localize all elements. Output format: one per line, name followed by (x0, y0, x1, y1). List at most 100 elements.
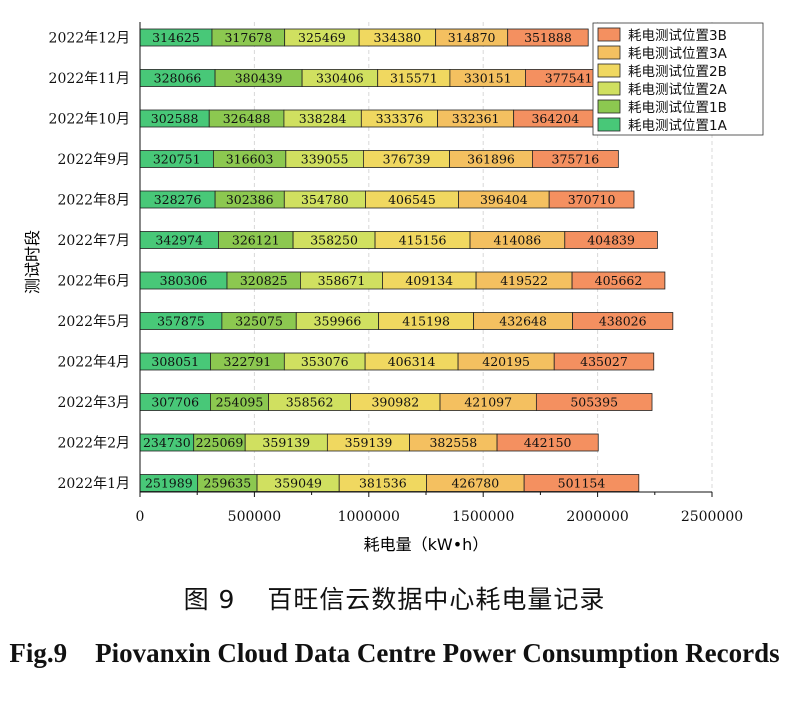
data-label: 314625 (152, 30, 200, 45)
y-axis-label: 测试时段 (23, 230, 42, 294)
data-label: 396404 (480, 192, 528, 207)
y-tick-label: 2022年12月 (49, 31, 130, 47)
legend-swatch (597, 27, 621, 42)
data-label: 338284 (299, 111, 347, 126)
data-label: 302386 (226, 192, 274, 207)
figure-number-cn: 图 9 (183, 585, 236, 614)
data-label: 328276 (154, 192, 202, 207)
data-label: 259635 (203, 476, 251, 491)
data-label: 322791 (224, 354, 272, 369)
data-label: 354780 (301, 192, 349, 207)
y-tick-label: 2022年2月 (57, 436, 130, 452)
data-label: 359139 (262, 435, 310, 450)
x-tick-label: 0 (136, 509, 145, 525)
data-label: 375716 (552, 152, 600, 167)
legend-label: 耗电测试位置2B (628, 64, 727, 80)
data-label: 382558 (429, 435, 477, 450)
legend-label: 耗电测试位置1B (628, 100, 727, 116)
legend-swatch (597, 117, 621, 132)
x-tick-label: 2000000 (566, 509, 628, 525)
data-label: 359966 (314, 314, 362, 329)
data-label: 320825 (240, 273, 288, 288)
data-label: 501154 (558, 476, 606, 491)
data-label: 505395 (570, 395, 618, 410)
data-label: 326488 (223, 111, 271, 126)
legend-label: 耗电测试位置1A (628, 118, 728, 134)
data-label: 419522 (500, 273, 548, 288)
x-tick-label: 1500000 (452, 509, 514, 525)
y-tick-label: 2022年6月 (57, 274, 130, 290)
data-label: 225069 (196, 435, 244, 450)
bar-segment (564, 231, 658, 249)
data-label: 432648 (499, 314, 547, 329)
data-label: 315571 (390, 71, 438, 86)
data-label: 357875 (157, 314, 205, 329)
data-label: 359139 (345, 435, 393, 450)
data-label: 361896 (467, 152, 515, 167)
data-label: 406545 (388, 192, 436, 207)
y-tick-label: 2022年1月 (57, 476, 130, 492)
x-tick-label: 500000 (228, 509, 281, 525)
data-label: 415156 (399, 233, 447, 248)
data-label: 359049 (274, 476, 322, 491)
legend-swatch (597, 63, 621, 78)
data-label: 426780 (451, 476, 499, 491)
data-label: 415198 (402, 314, 450, 329)
x-axis-label: 耗电量（kW•h） (364, 535, 489, 554)
data-label: 328066 (154, 71, 202, 86)
data-label: 421097 (464, 395, 512, 410)
data-label: 380439 (235, 71, 283, 86)
legend-swatch (597, 81, 621, 96)
legend-swatch (597, 99, 621, 114)
data-label: 406314 (388, 354, 436, 369)
y-tick-label: 2022年8月 (57, 193, 130, 209)
bar-segment (571, 271, 666, 290)
data-label: 332361 (452, 111, 500, 126)
y-tick-label: 2022年5月 (57, 314, 130, 330)
bar-segment (496, 433, 599, 452)
x-tick-label: 2500000 (681, 509, 743, 525)
data-label: 316603 (226, 152, 274, 167)
data-label: 358671 (318, 273, 366, 288)
data-label: 409134 (405, 273, 453, 288)
data-label: 314870 (448, 30, 496, 45)
y-tick-label: 2022年4月 (57, 355, 130, 371)
figure-title-en: Piovanxin Cloud Data Centre Power Consum… (95, 638, 780, 668)
data-label: 414086 (494, 233, 542, 248)
data-label: 351888 (524, 30, 572, 45)
data-label: 339055 (301, 152, 349, 167)
data-label: 376739 (383, 152, 431, 167)
legend-label: 耗电测试位置3A (628, 46, 728, 62)
data-label: 302588 (151, 111, 199, 126)
data-label: 364204 (531, 111, 579, 126)
data-label: 325075 (235, 314, 283, 329)
data-label: 333376 (376, 111, 424, 126)
data-label: 404839 (587, 233, 635, 248)
bars: 251989 259635 359049 381536 426780 501154 2347… (139, 28, 674, 492)
x-tick-label: 1000000 (338, 509, 400, 525)
bar-segment (572, 312, 674, 330)
y-tick-label: 2022年3月 (57, 395, 130, 411)
data-label: 342974 (155, 233, 203, 248)
data-label: 325469 (298, 30, 346, 45)
figure-caption-english: Fig.9 Piovanxin Cloud Data Centre Power C… (0, 628, 789, 678)
data-label: 320751 (153, 152, 201, 167)
stacked-bar-chart: 251989 259635 359049 381536 426780 501154 2347… (23, 22, 764, 554)
data-label: 380306 (160, 273, 208, 288)
bar-segment (507, 28, 589, 47)
data-label: 358250 (310, 233, 358, 248)
data-label: 330151 (464, 71, 512, 86)
data-label: 435027 (580, 354, 628, 369)
data-label: 334380 (374, 30, 422, 45)
data-label: 251989 (145, 476, 193, 491)
bar-segment (535, 393, 653, 411)
data-label: 308051 (151, 354, 199, 369)
data-label: 442150 (524, 435, 572, 450)
data-label: 326121 (232, 233, 280, 248)
figure-title-cn: 百旺信云数据中心耗电量记录 (267, 585, 606, 614)
data-label: 317678 (224, 30, 272, 45)
y-tick-label: 2022年11月 (49, 71, 130, 87)
data-label: 353076 (301, 354, 349, 369)
legend: 耗电测试位置3B 耗电测试位置3A 耗电测试位置2B 耗电测试位置2A 耗电测试位置1B… (592, 22, 764, 136)
data-label: 405662 (595, 273, 643, 288)
